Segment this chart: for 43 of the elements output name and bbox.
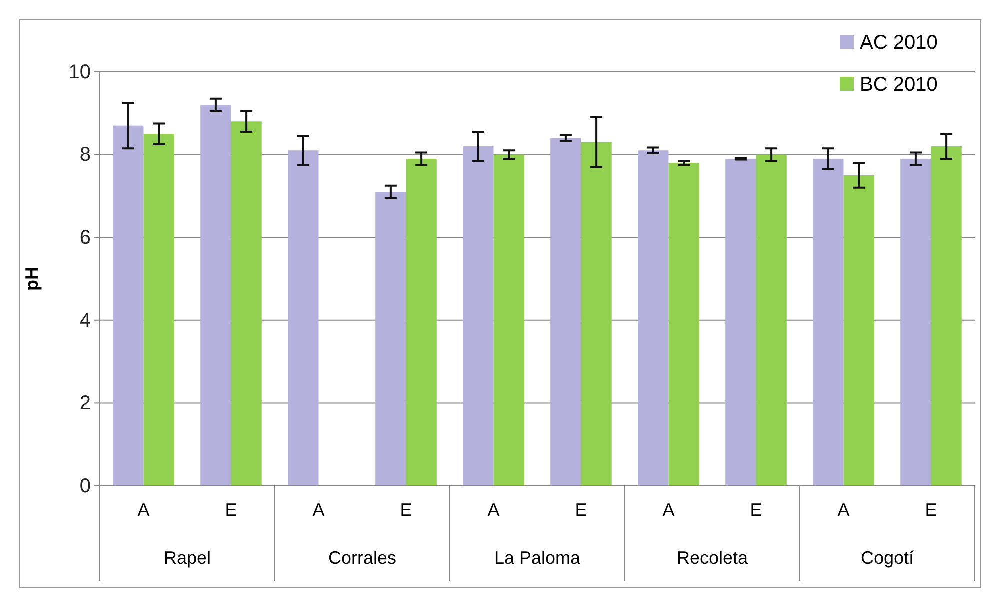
text: Corrales [328,548,397,568]
bar [144,134,174,486]
bar [406,158,437,486]
y-tick-label: 0 [80,475,91,498]
x-tick-label: A [488,500,500,520]
bar [581,142,612,486]
bar [231,122,262,486]
bar [113,126,144,486]
bar [900,158,932,486]
bar [376,192,406,486]
text: Recoleta [676,548,750,568]
x-tick-label: E [750,500,762,520]
text: La Paloma [494,548,582,568]
bar [463,146,494,486]
x-tick-label: A [312,500,325,520]
bar [550,138,582,486]
x-tick-label: E [925,500,938,520]
text: Rapel [164,548,212,568]
x-tick-label: A [138,500,150,520]
bar [813,158,844,486]
x-tick-label: A [662,500,675,520]
bar [288,150,319,486]
legend-label: AC 2010 [860,32,938,54]
bar [668,163,700,486]
x-tick-label: E [225,500,238,520]
bar [494,154,524,486]
bar [931,146,962,486]
bar [844,176,874,486]
legend-label: BC 2010 [860,74,938,96]
y-tick-label: 6 [80,227,91,249]
bar [638,150,669,486]
x-tick-label: E [575,500,588,520]
bar [726,158,756,486]
bar [200,105,232,486]
y-tick-label: 4 [80,310,91,332]
y-tick-label: 10 [68,61,91,84]
y-tick-label: 2 [80,392,91,415]
x-tick-label: E [400,500,412,520]
x-tick-label: A [838,500,850,520]
y-tick-label: 8 [80,144,91,166]
text: Cogotí [860,548,914,568]
bar [756,154,787,486]
y-axis-title: pH [22,267,42,291]
